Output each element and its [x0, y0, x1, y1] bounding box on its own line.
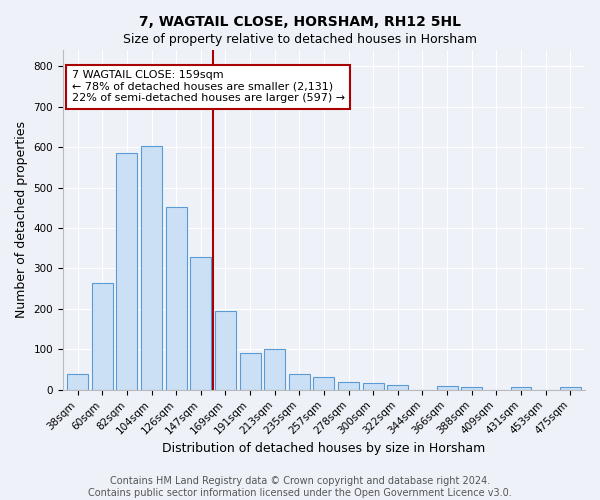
Text: 7 WAGTAIL CLOSE: 159sqm
← 78% of detached houses are smaller (2,131)
22% of semi: 7 WAGTAIL CLOSE: 159sqm ← 78% of detache… [71, 70, 344, 103]
Bar [215, 311, 236, 390]
Bar [289, 374, 310, 390]
Bar [67, 374, 88, 390]
Bar [190, 257, 211, 390]
Y-axis label: Number of detached properties: Number of detached properties [15, 122, 28, 318]
Text: Contains HM Land Registry data © Crown copyright and database right 2024.
Contai: Contains HM Land Registry data © Crown c… [88, 476, 512, 498]
Bar [141, 146, 162, 390]
Text: 7, WAGTAIL CLOSE, HORSHAM, RH12 5HL: 7, WAGTAIL CLOSE, HORSHAM, RH12 5HL [139, 15, 461, 29]
Bar [116, 153, 137, 390]
Bar [264, 350, 285, 390]
Bar [92, 282, 113, 390]
Bar [239, 354, 260, 390]
Bar [166, 206, 187, 390]
Bar [313, 377, 334, 390]
Bar [511, 387, 532, 390]
Text: Size of property relative to detached houses in Horsham: Size of property relative to detached ho… [123, 32, 477, 46]
Bar [461, 388, 482, 390]
X-axis label: Distribution of detached houses by size in Horsham: Distribution of detached houses by size … [163, 442, 485, 455]
Bar [437, 386, 458, 390]
Bar [338, 382, 359, 390]
Bar [388, 386, 408, 390]
Bar [363, 384, 383, 390]
Bar [560, 386, 581, 390]
